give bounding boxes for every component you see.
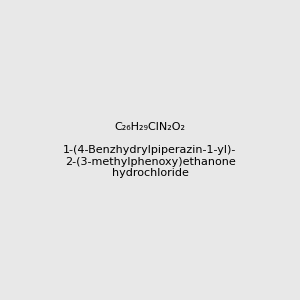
Text: C₂₆H₂₉ClN₂O₂

1-(4-Benzhydrylpiperazin-1-yl)-
2-(3-methylphenoxy)ethanone
hydroc: C₂₆H₂₉ClN₂O₂ 1-(4-Benzhydrylpiperazin-1-…: [63, 122, 237, 178]
